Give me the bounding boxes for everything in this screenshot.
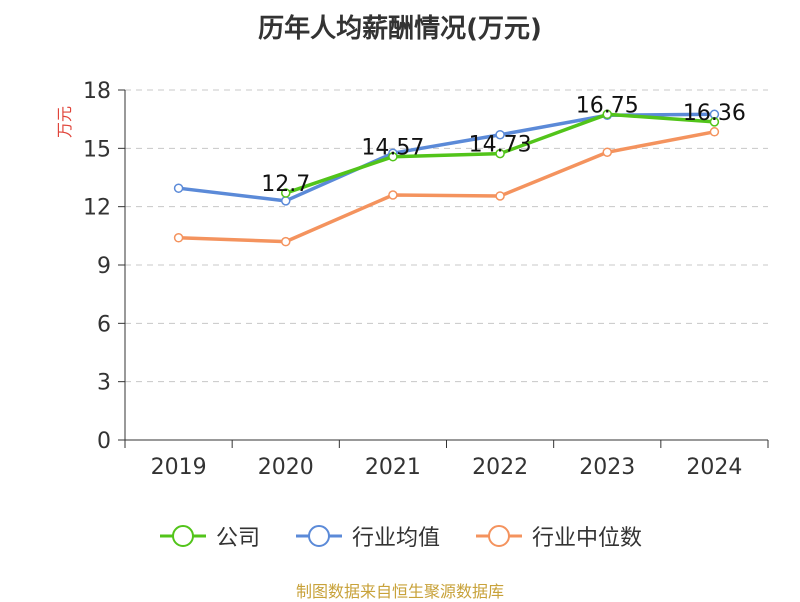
legend-label: 行业均值 <box>351 526 440 551</box>
series-line <box>178 112 715 203</box>
legend-label: 行业中位数 <box>532 526 643 551</box>
x-tick-label: 2021 <box>365 455 421 480</box>
x-tick-label: 2020 <box>258 455 314 480</box>
y-tick-label: 9 <box>97 254 111 279</box>
x-tick-label: 2023 <box>579 455 635 480</box>
legend-item[interactable]: 公司 <box>158 520 260 552</box>
chart-title: 历年人均薪酬情况(万元) <box>258 14 542 44</box>
x-tick-label: 2019 <box>151 455 207 480</box>
legend-swatch-circle <box>488 525 510 547</box>
data-point <box>602 109 612 120</box>
data-point <box>281 188 291 198</box>
data-point <box>709 117 720 127</box>
axis-layer: 0 3 6 9 12 15 18 2019 2020 2021 2022 2023 2024 万元 <box>55 79 769 480</box>
data-point <box>495 148 505 159</box>
source-note: 制图数据来自恒生聚源数据库 <box>295 582 504 601</box>
series-line <box>178 130 715 244</box>
legend-swatch-circle <box>171 525 194 547</box>
legend-item[interactable]: 行业中位数 <box>474 520 642 552</box>
y-tick-label: 6 <box>97 312 111 337</box>
y-tick-label: 12 <box>83 196 111 221</box>
legend-item[interactable]: 行业均值 <box>294 520 440 552</box>
data-label: 12.7 <box>261 172 310 197</box>
y-tick-label: 15 <box>83 137 111 162</box>
grid-layer <box>125 89 768 383</box>
data-point <box>388 190 398 200</box>
data-label-layer: 12.7 14.57 14.73 16.75 16.36 <box>261 93 746 197</box>
data-point <box>602 147 612 157</box>
x-tick-label: 2022 <box>472 455 528 480</box>
series-layer <box>173 109 720 247</box>
y-tick-label: 3 <box>97 371 111 396</box>
legend: 公司 行业均值 行业中位数 <box>0 520 800 552</box>
data-point <box>495 129 505 140</box>
data-point <box>281 196 291 206</box>
data-point <box>495 191 505 201</box>
data-point <box>173 233 184 243</box>
legend-swatch-circle <box>307 525 330 547</box>
legend-swatch-icon <box>159 525 206 547</box>
data-point <box>173 183 184 193</box>
y-tick-label: 0 <box>97 429 111 454</box>
data-point <box>388 151 398 162</box>
data-point <box>281 236 291 247</box>
legend-swatch-icon <box>295 525 342 547</box>
y-tick-label: 18 <box>83 79 111 104</box>
data-label: 14.57 <box>361 136 424 161</box>
data-label: 16.36 <box>683 101 746 126</box>
data-point <box>709 127 720 137</box>
data-label: 16.75 <box>576 93 639 118</box>
legend-swatch-icon <box>476 525 522 547</box>
x-tick-label: 2024 <box>686 455 742 480</box>
y-axis-label: 万元 <box>55 106 74 138</box>
data-label: 14.73 <box>469 133 532 158</box>
legend-label: 公司 <box>215 526 260 551</box>
